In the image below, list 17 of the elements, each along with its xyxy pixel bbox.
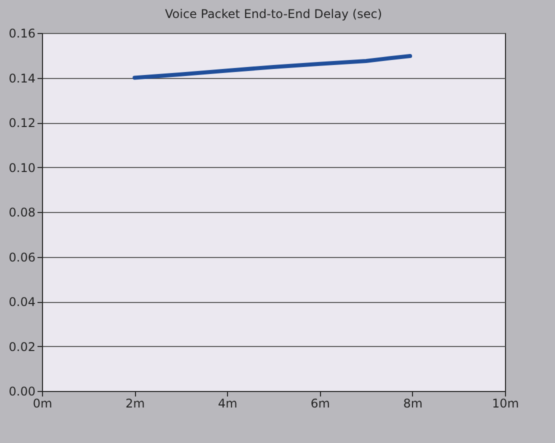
y-tick-label: 0.08 — [8, 206, 36, 220]
chart-title: Voice Packet End-to-End Delay (sec) — [165, 7, 382, 21]
y-tick-label: 0.06 — [8, 250, 36, 264]
x-tick-label: 0m — [32, 396, 52, 410]
y-tick-label: 0.14 — [8, 71, 36, 86]
y-tick-label: 0.00 — [8, 384, 36, 398]
x-tick-label: 6m — [310, 396, 330, 410]
x-tick-label: 8m — [403, 396, 423, 410]
y-tick-label: 0.10 — [8, 160, 36, 175]
y-tick-label: 0.16 — [8, 26, 36, 40]
x-tick-label: 4m — [218, 396, 238, 410]
line-series — [132, 54, 412, 80]
y-tick-label: 0.02 — [8, 340, 36, 354]
x-tick-label: 2m — [125, 396, 145, 410]
y-tick-label: 0.12 — [8, 116, 36, 130]
x-tick-label: 10m — [492, 396, 519, 410]
y-tick-label: 0.04 — [8, 295, 36, 309]
